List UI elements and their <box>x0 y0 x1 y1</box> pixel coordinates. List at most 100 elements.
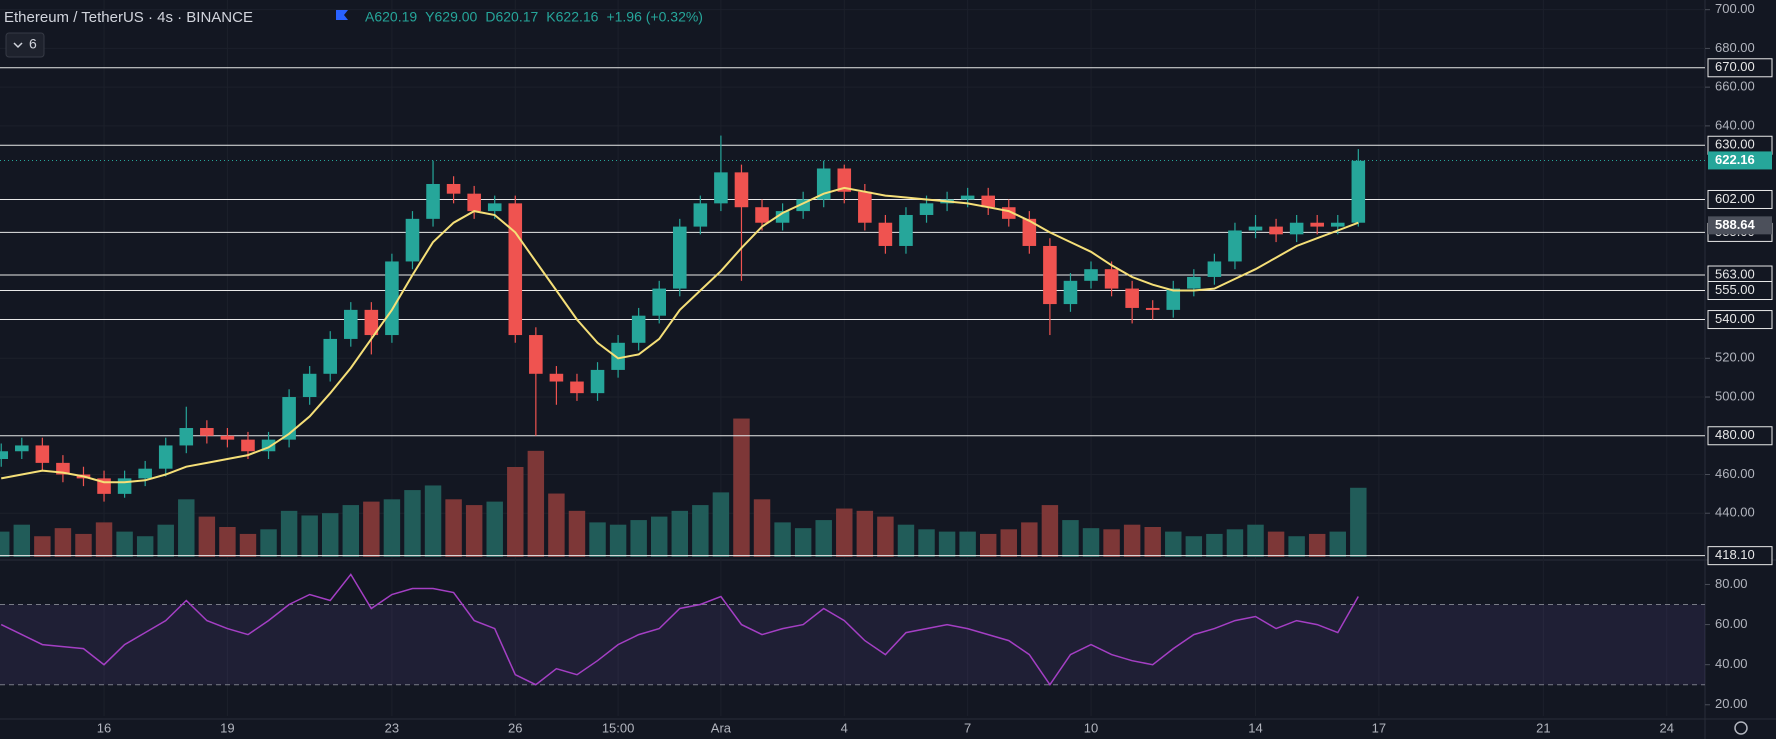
candle-body <box>1351 160 1366 223</box>
candle-body <box>816 168 831 200</box>
y-tick-label: 700.00 <box>1715 1 1755 16</box>
volume-bar <box>507 467 524 557</box>
volume-bar <box>979 533 997 557</box>
candle-body <box>1187 276 1201 289</box>
volume-bar <box>548 493 565 557</box>
volume-bar <box>589 522 606 557</box>
volume-bar <box>1226 529 1244 557</box>
volume-bar <box>1000 529 1017 557</box>
volume-bar <box>877 516 894 557</box>
price-layer <box>0 67 1705 687</box>
volume-bar <box>650 516 668 557</box>
volume-bar <box>178 499 195 557</box>
x-tick-label: 4 <box>841 720 848 735</box>
candle-body <box>241 439 255 452</box>
grid-layer <box>0 604 1705 685</box>
volume-bar <box>260 529 277 557</box>
volume-bar <box>568 510 586 557</box>
volume-bar <box>1103 529 1120 557</box>
ma-value-box <box>1708 216 1772 235</box>
candle-body <box>549 373 564 382</box>
level-label: 670.00 <box>1715 59 1755 74</box>
candle-body <box>487 203 502 212</box>
rsi-tick-label: 80.00 <box>1715 576 1748 591</box>
candle-body <box>652 288 667 316</box>
settings-icon[interactable] <box>1734 721 1748 735</box>
volume-bar <box>219 527 236 557</box>
candle-body <box>364 309 379 336</box>
volume-bar <box>1041 505 1059 557</box>
volume-bar <box>1329 531 1346 557</box>
ma-value-label: 588.64 <box>1715 217 1756 232</box>
candle-body <box>1125 288 1139 308</box>
x-tick-label: 14 <box>1248 720 1262 735</box>
volume-bar <box>342 505 360 557</box>
rsi-tick-label: 60.00 <box>1715 616 1748 631</box>
candle-body <box>302 373 317 398</box>
candle-body <box>117 478 132 494</box>
legend-value: D620.17 <box>485 9 538 25</box>
volume-bar <box>836 508 853 557</box>
volume-bar <box>1165 531 1182 557</box>
x-tick-label: 7 <box>964 720 971 735</box>
x-tick-label: 24 <box>1660 720 1674 735</box>
ohlc-legend: A620.19 Y629.00 D620.17 K622.16 +1.96 (+0.32… <box>365 9 703 25</box>
volume-bar <box>794 528 812 557</box>
volume-bar <box>692 505 709 557</box>
x-tick-label: 17 <box>1372 720 1386 735</box>
x-tick-label: 10 <box>1084 720 1098 735</box>
level-label: 418.10 <box>1715 547 1755 562</box>
volume-bar <box>404 490 421 557</box>
candle-body <box>282 397 296 440</box>
candle-body <box>323 338 338 374</box>
volume-bar <box>897 524 915 557</box>
level-label-box <box>1707 426 1773 446</box>
volume-bar <box>157 524 174 557</box>
level-label-box <box>1707 189 1773 209</box>
y-tick-label: 520.00 <box>1715 350 1755 365</box>
volume-bar <box>322 513 339 557</box>
level-label: 602.00 <box>1715 191 1755 206</box>
volume-bar <box>1062 520 1079 557</box>
volume-bar <box>465 505 483 557</box>
y-tick-label: 660.00 <box>1715 79 1755 94</box>
candle-body <box>1330 222 1345 227</box>
level-label-box <box>1707 546 1773 566</box>
volume-bar <box>1206 533 1223 557</box>
volume-bar <box>1082 528 1100 557</box>
rsi-tick-label: 20.00 <box>1715 696 1748 711</box>
candle-body <box>0 451 9 460</box>
candle-body <box>56 462 70 475</box>
candle-body <box>919 203 934 215</box>
volume-bar <box>1123 524 1141 557</box>
last-price-box <box>1708 151 1772 170</box>
candle-body <box>1166 288 1181 310</box>
x-tick-label: 26 <box>508 720 522 735</box>
volume-bar <box>116 531 133 557</box>
candle-body <box>220 435 235 440</box>
candle-body <box>467 193 481 212</box>
indicator-toggle[interactable] <box>5 32 45 58</box>
volume-bar <box>1185 536 1203 557</box>
indicator-count: 6 <box>29 36 37 52</box>
volume-bar <box>774 522 791 557</box>
y-tick-label: 460.00 <box>1715 466 1755 481</box>
volume-bar <box>75 533 92 557</box>
legend-value: +1.96 (+0.32%) <box>606 9 703 25</box>
candle-body <box>981 195 995 208</box>
volume-bar <box>1144 527 1161 557</box>
volume-bar <box>815 520 832 557</box>
volume-bar <box>527 450 545 557</box>
candle-body <box>1248 226 1263 231</box>
candle-body <box>344 309 358 339</box>
candle-body <box>179 428 194 446</box>
volume-bar <box>280 510 298 557</box>
volume-bar <box>1288 536 1305 557</box>
candle-body <box>508 203 523 336</box>
legend-value: K622.16 <box>546 9 598 25</box>
volume-bar <box>1021 522 1038 557</box>
x-tick-label: 16 <box>97 720 111 735</box>
x-tick-label: Ara <box>711 720 732 735</box>
